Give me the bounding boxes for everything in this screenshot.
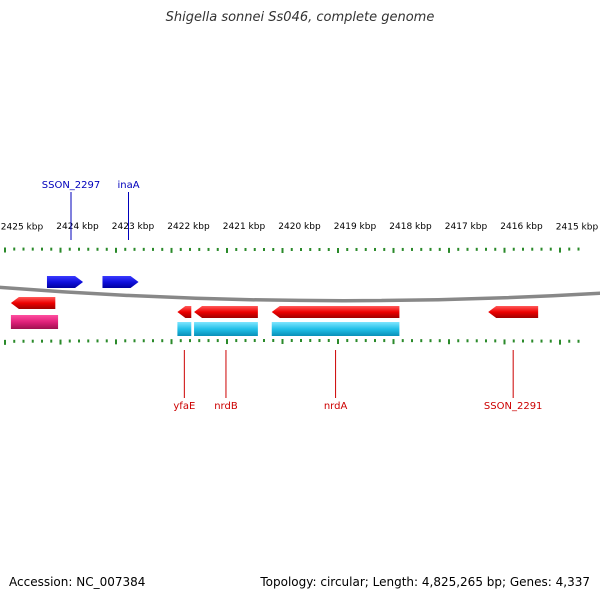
gene-arrow-sson-2297 xyxy=(46,276,84,288)
gene-arrow-inaa xyxy=(102,276,139,288)
label-layer: SSON_2297 inaA yfaE nrdB nrdA SSON_2291 xyxy=(42,180,543,412)
gene-label: nrdA xyxy=(324,401,348,412)
gene-arrow xyxy=(10,297,56,309)
gene-label: SSON_2297 xyxy=(42,180,101,191)
tick-label: 2425 kbp xyxy=(1,222,44,232)
gene-label: nrdB xyxy=(214,401,238,412)
tick-label: 2415 kbp xyxy=(556,222,599,232)
gene-arrow-yfae xyxy=(177,306,192,318)
gene-layer xyxy=(10,276,539,336)
tick-layer: 2425 kbp 2424 kbp 2423 kbp 2422 kbp 2421 kbp… xyxy=(1,222,599,345)
genome-title: Shigella sonnei Ss046, complete genome xyxy=(165,10,435,25)
rna-feature-bar xyxy=(10,315,59,329)
gene-arrow-nrda xyxy=(271,306,400,318)
gene-label: inaA xyxy=(117,180,139,191)
tick-label: 2423 kbp xyxy=(112,222,155,232)
tick-label: 2421 kbp xyxy=(223,222,266,232)
gene-arrow-sson-2291 xyxy=(488,306,539,318)
genome-summary-text: Topology: circular; Length: 4,825,265 bp… xyxy=(260,575,590,589)
gene-arrow-nrdb xyxy=(194,306,258,318)
backbone-layer xyxy=(0,285,600,303)
tick-label: 2418 kbp xyxy=(389,222,432,232)
genome-backbone xyxy=(0,285,600,303)
tick-label: 2424 kbp xyxy=(56,222,99,232)
gene-label: SSON_2291 xyxy=(484,401,543,412)
cds-feature-bar xyxy=(194,322,258,336)
accession-text: Accession: NC_007384 xyxy=(9,575,146,589)
tick-label: 2417 kbp xyxy=(445,222,488,232)
tick-label: 2416 kbp xyxy=(500,222,543,232)
cds-feature-bar xyxy=(177,322,192,336)
tick-label: 2419 kbp xyxy=(334,222,377,232)
tick-label: 2422 kbp xyxy=(167,222,210,232)
gene-label: yfaE xyxy=(173,401,195,412)
tick-label: 2420 kbp xyxy=(278,222,321,232)
cds-feature-bar xyxy=(271,322,400,336)
